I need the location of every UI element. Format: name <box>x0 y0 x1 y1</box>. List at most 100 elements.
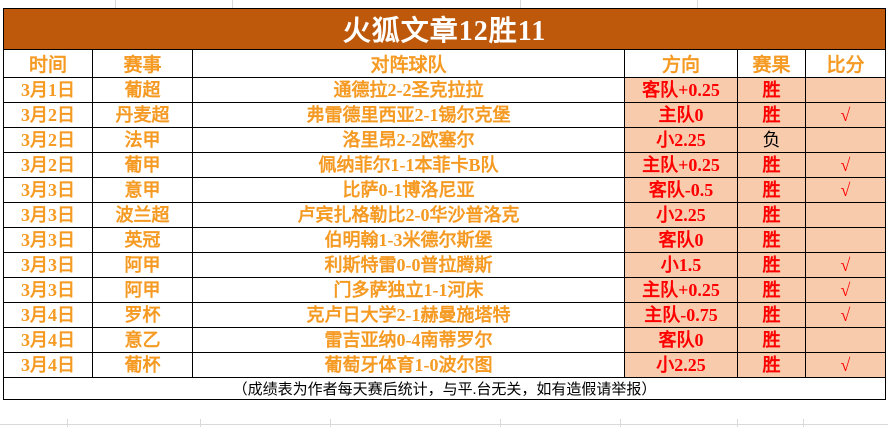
cell-score checkmark[interactable]: √ <box>805 352 886 378</box>
cell-league[interactable]: 阿甲 <box>92 252 193 278</box>
sheet-gridline <box>115 0 116 8</box>
cell-result[interactable]: 胜 <box>737 177 806 203</box>
page-title[interactable]: 火狐文章12胜11 <box>3 8 886 50</box>
cell-date[interactable]: 3月2日 <box>3 102 93 128</box>
sheet-gridline <box>67 419 68 427</box>
cell-direction[interactable]: 客队+0.25 <box>624 77 738 103</box>
title-row: 火狐文章12胜11 <box>3 8 886 50</box>
cell-league[interactable]: 葡甲 <box>92 152 193 178</box>
cell-direction[interactable]: 小2.25 <box>624 352 738 378</box>
table-row: 3月1日 葡超 通德拉2-2圣克拉拉 客队+0.25 胜 <box>3 77 886 103</box>
table-row: 3月2日 葡甲 佩纳菲尔1-1本菲卡B队 主队+0.25 胜 √ <box>3 152 886 178</box>
cell-score checkmark[interactable] <box>805 77 886 103</box>
cell-date[interactable]: 3月4日 <box>3 327 93 353</box>
cell-date[interactable]: 3月1日 <box>3 77 93 103</box>
sheet-gridline <box>697 0 698 8</box>
cell-direction[interactable]: 小2.25 <box>624 127 738 153</box>
cell-score checkmark[interactable]: √ <box>805 302 886 328</box>
cell-match[interactable]: 卢宾扎格勒比2-0华沙普洛克 <box>192 202 625 228</box>
cell-date[interactable]: 3月4日 <box>3 352 93 378</box>
cell-match[interactable]: 比萨0-1博洛尼亚 <box>192 177 625 203</box>
sheet-gridline <box>620 419 621 427</box>
column-header-direction[interactable]: 方向 <box>624 49 738 78</box>
cell-date[interactable]: 3月2日 <box>3 127 93 153</box>
cell-match[interactable]: 弗雷德里西亚2-1锡尔克堡 <box>192 102 625 128</box>
cell-date[interactable]: 3月3日 <box>3 227 93 253</box>
cell-score checkmark[interactable] <box>805 127 886 153</box>
cell-match[interactable]: 利斯特雷0-0普拉腾斯 <box>192 252 625 278</box>
cell-direction[interactable]: 主队0 <box>624 102 738 128</box>
cell-result[interactable]: 胜 <box>737 302 806 328</box>
cell-match[interactable]: 门多萨独立1-1河床 <box>192 277 625 303</box>
footer-note[interactable]: （成绩表为作者每天赛后统计，与平.台无关，如有造假请举报） <box>3 377 886 400</box>
cell-result[interactable]: 胜 <box>737 277 806 303</box>
cell-league[interactable]: 法甲 <box>92 127 193 153</box>
sheet-gridline <box>200 419 201 427</box>
cell-direction[interactable]: 小1.5 <box>624 252 738 278</box>
cell-league[interactable]: 意乙 <box>92 327 193 353</box>
table-row: 3月3日 阿甲 门多萨独立1-1河床 主队+0.25 胜 √ <box>3 277 886 303</box>
cell-league[interactable]: 罗杯 <box>92 302 193 328</box>
sheet-gridline <box>737 419 738 427</box>
cell-league[interactable]: 意甲 <box>92 177 193 203</box>
table-row: 3月2日 丹麦超 弗雷德里西亚2-1锡尔克堡 主队0 胜 √ <box>3 102 886 128</box>
table-row: 3月4日 意乙 雷吉亚纳0-4南蒂罗尔 客队0 胜 <box>3 327 886 353</box>
table-row: 3月3日 意甲 比萨0-1博洛尼亚 客队-0.5 胜 √ <box>3 177 886 203</box>
cell-direction[interactable]: 小2.25 <box>624 202 738 228</box>
cell-direction[interactable]: 主队-0.75 <box>624 302 738 328</box>
cell-direction[interactable]: 客队-0.5 <box>624 177 738 203</box>
cell-direction[interactable]: 客队0 <box>624 327 738 353</box>
cell-league[interactable]: 葡超 <box>92 77 193 103</box>
cell-result[interactable]: 胜 <box>737 352 806 378</box>
sheet-gridline <box>803 419 804 427</box>
header-row: 时间 赛事 对阵球队 方向 赛果 比分 <box>3 49 886 78</box>
cell-league[interactable]: 丹麦超 <box>92 102 193 128</box>
cell-score checkmark[interactable]: √ <box>805 277 886 303</box>
cell-match[interactable]: 佩纳菲尔1-1本菲卡B队 <box>192 152 625 178</box>
cell-result[interactable]: 胜 <box>737 102 806 128</box>
cell-league[interactable]: 波兰超 <box>92 202 193 228</box>
cell-result[interactable]: 胜 <box>737 77 806 103</box>
column-header-score[interactable]: 比分 <box>805 49 886 78</box>
column-header-league[interactable]: 赛事 <box>92 49 193 78</box>
column-header-teams[interactable]: 对阵球队 <box>192 49 625 78</box>
cell-date[interactable]: 3月3日 <box>3 277 93 303</box>
cell-result[interactable]: 胜 <box>737 252 806 278</box>
cell-result[interactable]: 胜 <box>737 152 806 178</box>
results-tbody: 火狐文章12胜11 时间 赛事 对阵球队 方向 赛果 比分 3月1日 葡超 通德… <box>3 8 886 400</box>
table-row: 3月3日 波兰超 卢宾扎格勒比2-0华沙普洛克 小2.25 胜 <box>3 202 886 228</box>
cell-league[interactable]: 阿甲 <box>92 277 193 303</box>
cell-date[interactable]: 3月2日 <box>3 152 93 178</box>
cell-direction[interactable]: 客队0 <box>624 227 738 253</box>
column-header-result[interactable]: 赛果 <box>737 49 806 78</box>
sheet-gridline <box>520 0 521 8</box>
cell-score checkmark[interactable] <box>805 227 886 253</box>
results-table: 火狐文章12胜11 时间 赛事 对阵球队 方向 赛果 比分 3月1日 葡超 通德… <box>3 8 886 400</box>
cell-match[interactable]: 克卢日大学2-1赫曼施塔特 <box>192 302 625 328</box>
cell-result[interactable]: 胜 <box>737 327 806 353</box>
cell-result[interactable]: 胜 <box>737 202 806 228</box>
cell-score checkmark[interactable]: √ <box>805 252 886 278</box>
table-row: 3月3日 阿甲 利斯特雷0-0普拉腾斯 小1.5 胜 √ <box>3 252 886 278</box>
cell-score checkmark[interactable]: √ <box>805 152 886 178</box>
cell-result[interactable]: 负 <box>737 127 806 153</box>
cell-match[interactable]: 洛里昂2-2欧塞尔 <box>192 127 625 153</box>
cell-date[interactable]: 3月4日 <box>3 302 93 328</box>
cell-date[interactable]: 3月3日 <box>3 177 93 203</box>
cell-match[interactable]: 葡萄牙体育1-0波尔图 <box>192 352 625 378</box>
cell-result[interactable]: 胜 <box>737 227 806 253</box>
cell-score checkmark[interactable] <box>805 202 886 228</box>
cell-score checkmark[interactable]: √ <box>805 177 886 203</box>
cell-direction[interactable]: 主队+0.25 <box>624 277 738 303</box>
cell-match[interactable]: 雷吉亚纳0-4南蒂罗尔 <box>192 327 625 353</box>
cell-match[interactable]: 通德拉2-2圣克拉拉 <box>192 77 625 103</box>
column-header-time[interactable]: 时间 <box>3 49 93 78</box>
cell-date[interactable]: 3月3日 <box>3 202 93 228</box>
cell-score checkmark[interactable] <box>805 327 886 353</box>
cell-score checkmark[interactable]: √ <box>805 102 886 128</box>
cell-date[interactable]: 3月3日 <box>3 252 93 278</box>
cell-league[interactable]: 葡杯 <box>92 352 193 378</box>
cell-match[interactable]: 伯明翰1-3米德尔斯堡 <box>192 227 625 253</box>
cell-league[interactable]: 英冠 <box>92 227 193 253</box>
cell-direction[interactable]: 主队+0.25 <box>624 152 738 178</box>
